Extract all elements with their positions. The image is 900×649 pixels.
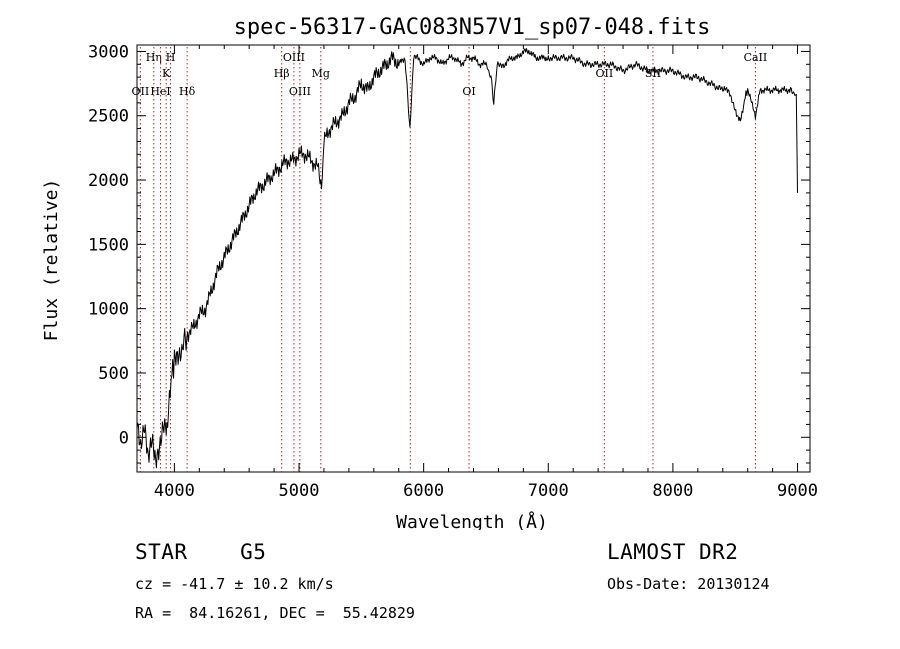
x-tick-label: 8000	[652, 481, 693, 501]
spectrum-chart: spec-56317-GAC083N57V1_sp07-048.fits OII…	[41, 15, 818, 530]
axes: 4000 5000 6000 7000 8000 9000 0 500 1000 1500 2000…	[88, 42, 818, 501]
plot-frame	[136, 44, 811, 473]
spectrum-line	[136, 48, 798, 469]
y-tick-label: 2000	[88, 171, 129, 191]
y-tick-label: 3000	[88, 42, 129, 62]
y-tick-label: 0	[119, 428, 129, 448]
line-label: Hη	[146, 51, 162, 64]
line-label: OI	[462, 85, 475, 98]
line-label: Hβ	[274, 67, 290, 80]
line-label: OIII	[289, 85, 311, 98]
line-label: Mg	[312, 67, 330, 80]
spectrum-series	[136, 48, 798, 469]
x-tick-label: 7000	[528, 481, 569, 501]
survey-name: LAMOST DR2	[607, 540, 739, 564]
line-label: K	[162, 67, 171, 80]
chart-title: spec-56317-GAC083N57V1_sp07-048.fits	[234, 15, 711, 40]
line-label: H	[166, 51, 176, 64]
x-tick-label: 4000	[154, 481, 195, 501]
radial-velocity: cz = -41.7 ± 10.2 km/s	[135, 575, 334, 593]
object-class: STAR G5	[135, 540, 267, 564]
y-axis-label: Flux (relative)	[41, 179, 62, 342]
line-label: CaII	[744, 51, 768, 64]
y-tick-label: 2500	[88, 107, 129, 127]
x-tick-label: 5000	[279, 481, 320, 501]
line-label: OII	[596, 67, 614, 80]
x-tick-label: 9000	[777, 481, 818, 501]
x-axis-label: Wavelength (Å)	[396, 511, 548, 530]
line-label: HeI	[150, 85, 170, 98]
line-label: OIII	[283, 51, 305, 64]
x-tick-label: 6000	[403, 481, 444, 501]
line-label: Hδ	[179, 85, 196, 98]
y-tick-label: 500	[98, 364, 129, 384]
y-tick-label: 1500	[88, 235, 129, 255]
y-tick-label: 1000	[88, 300, 129, 320]
line-label: OII	[132, 85, 150, 98]
sky-coordinates: RA = 84.16261, DEC = 55.42829	[135, 604, 415, 622]
observation-date: Obs-Date: 20130124	[607, 575, 770, 593]
